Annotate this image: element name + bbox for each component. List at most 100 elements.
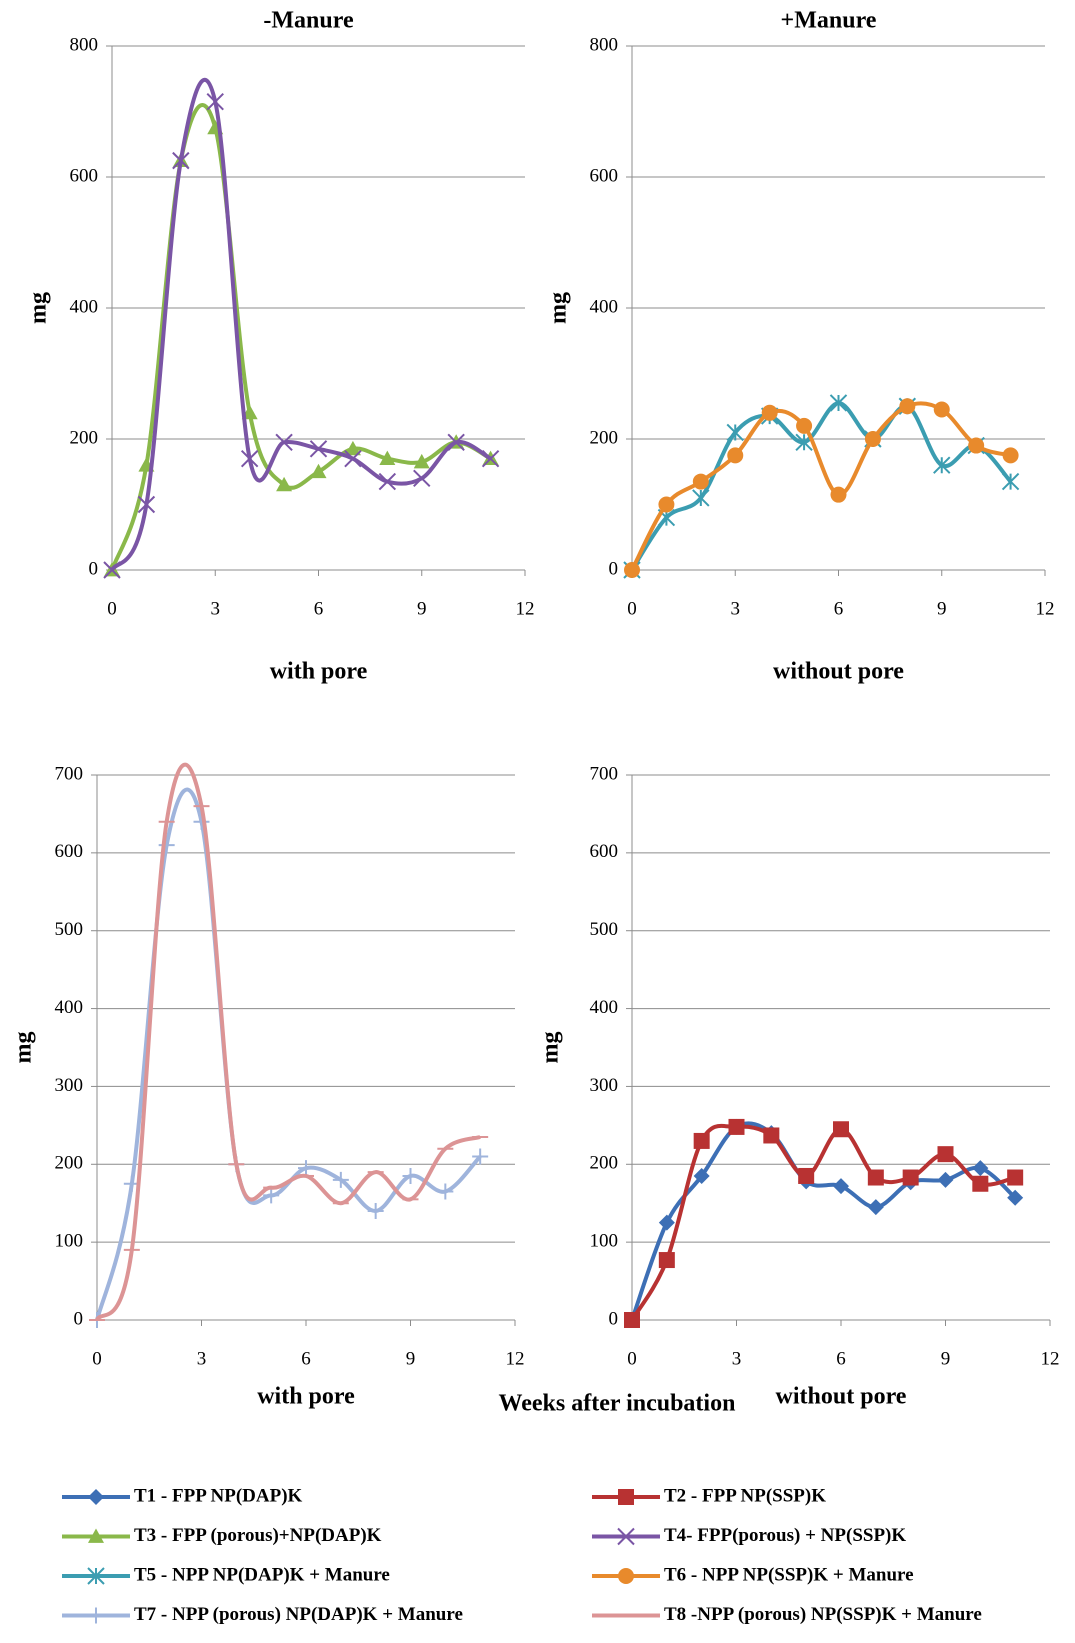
y-tick-label: 700 [55, 763, 84, 784]
x-tick-label: 3 [211, 598, 221, 619]
y-tick-label: 300 [590, 1075, 619, 1096]
x-tick-label: 3 [197, 1348, 207, 1369]
legend-label: T7 - NPP (porous) NP(DAP)K + Manure [134, 1604, 463, 1625]
x-axis-label: with pore [257, 1384, 355, 1410]
data-point [867, 1169, 884, 1186]
marker-shape [972, 1160, 989, 1177]
data-point [413, 453, 430, 469]
data-point [158, 837, 175, 854]
data-point [798, 1167, 815, 1184]
data-point [692, 473, 709, 490]
marker-shape [298, 1160, 314, 1177]
marker-shape [447, 433, 465, 451]
y-tick-label: 700 [590, 763, 619, 784]
data-point [624, 562, 640, 578]
x-tick-label: 12 [516, 598, 535, 619]
x-tick-label: 3 [732, 1348, 742, 1369]
data-point [618, 1568, 634, 1584]
legend-entry: T2 - FPP NP(SSP)K [592, 1485, 826, 1506]
marker-shape [378, 472, 397, 491]
marker-shape [624, 562, 640, 578]
data-point [137, 495, 156, 514]
y-tick-label: 800 [70, 34, 99, 55]
marker-shape [344, 449, 362, 468]
data-point [829, 394, 848, 412]
data-point [344, 440, 361, 456]
data-point [972, 1175, 989, 1192]
data-point [727, 447, 744, 464]
y-tick-label: 200 [70, 427, 99, 448]
legend-entry: T8 -NPP (porous) NP(SSP)K + Manure [592, 1604, 982, 1625]
y-tick-label: 200 [590, 1153, 619, 1174]
data-point [88, 1607, 104, 1624]
y-tick-label: 0 [89, 558, 99, 579]
data-point [310, 463, 327, 479]
data-point [833, 1178, 849, 1195]
legend-entry: T6 - NPP NP(SSP)K + Manure [592, 1564, 914, 1585]
marker-shape [968, 437, 985, 454]
data-point [276, 476, 293, 492]
marker-shape [830, 486, 847, 503]
x-tick-label: 9 [406, 1348, 416, 1369]
y-tick-label: 500 [55, 919, 84, 940]
data-point [332, 1171, 349, 1188]
y-tick-label: 300 [55, 1075, 84, 1096]
x-tick-label: 12 [506, 1348, 525, 1369]
x-tick-label: 0 [627, 598, 637, 619]
y-tick-label: 500 [590, 919, 619, 940]
data-point [972, 1160, 989, 1177]
data-point [933, 456, 951, 474]
x-tick-label: 12 [1036, 598, 1055, 619]
x-tick-label: 9 [937, 598, 947, 619]
marker-shape [379, 450, 396, 466]
data-point [728, 1118, 745, 1135]
data-point [658, 1214, 675, 1231]
y-axis-label: mg [546, 292, 572, 324]
data-point [472, 1148, 489, 1165]
x-tick-label: 6 [314, 598, 324, 619]
marker-shape [727, 447, 744, 464]
data-point [658, 496, 675, 513]
y-tick-label: 400 [590, 296, 619, 317]
data-point [968, 437, 985, 454]
legend-label: T3 - FPP (porous)+NP(DAP)K [134, 1525, 382, 1546]
data-point [867, 1199, 884, 1216]
x-tick-label: 3 [731, 598, 741, 619]
chart-title: +Manure [781, 8, 877, 34]
marker-shape [763, 1127, 780, 1144]
marker-shape [829, 394, 848, 412]
data-point [692, 489, 710, 507]
marker-shape [481, 449, 500, 468]
data-point [172, 151, 190, 170]
marker-shape [310, 463, 327, 479]
marker-shape [332, 1171, 349, 1188]
data-point [103, 561, 121, 579]
data-point [378, 472, 397, 491]
data-point [864, 431, 881, 447]
data-point [367, 1203, 384, 1219]
marker-shape [728, 1118, 745, 1135]
marker-shape [1001, 472, 1020, 491]
series-line [110, 103, 492, 571]
x-tick-label: 9 [417, 598, 427, 619]
marker-shape [692, 489, 710, 507]
data-point [1001, 472, 1020, 491]
data-point [937, 1171, 954, 1188]
marker-shape [103, 561, 121, 579]
marker-shape [624, 1312, 640, 1328]
legend-label: T6 - NPP NP(SSP)K + Manure [664, 1564, 914, 1585]
data-point [899, 398, 916, 415]
y-tick-label: 600 [70, 165, 99, 186]
x-axis-label: without pore [773, 659, 904, 685]
data-point [87, 1567, 105, 1585]
marker-shape [833, 1178, 849, 1195]
marker-shape [693, 1167, 710, 1184]
y-tick-label: 200 [590, 427, 619, 448]
y-tick-label: 400 [590, 997, 619, 1018]
y-tick-label: 600 [55, 841, 84, 862]
data-point [726, 423, 744, 442]
marker-shape [276, 476, 293, 492]
legend-entry: T1 - FPP NP(DAP)K [62, 1485, 303, 1506]
marker-shape [867, 1169, 884, 1186]
data-point [88, 1528, 104, 1543]
